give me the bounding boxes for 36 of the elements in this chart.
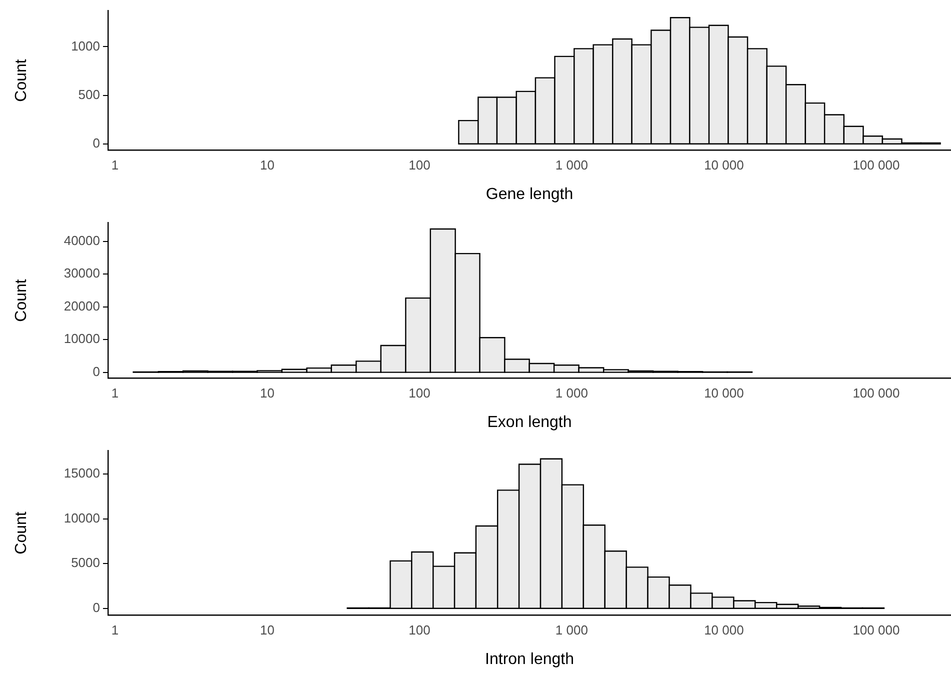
- y-tick-label: 10000: [64, 331, 100, 346]
- x-tick-label: 10: [260, 622, 274, 638]
- y-axis-title: Count: [13, 278, 30, 322]
- x-tick-label: 10 000: [704, 386, 744, 401]
- x-tick-label: 100: [408, 386, 430, 401]
- x-axis-title: Gene length: [486, 186, 574, 203]
- x-tick-label: 1: [111, 158, 119, 173]
- y-tick-label: 0: [92, 135, 100, 150]
- y-tick-label: 40000: [64, 233, 100, 248]
- x-tick-label: 100: [408, 622, 430, 638]
- y-tick-label: 0: [92, 364, 100, 379]
- x-tick-label: 1: [111, 622, 119, 638]
- y-axis-title: Count: [13, 511, 30, 554]
- x-tick-label: 100 000: [852, 622, 900, 638]
- x-tick-label: 10 000: [704, 622, 744, 638]
- x-tick-label: 10: [260, 386, 274, 401]
- x-tick-label: 10 000: [704, 158, 744, 173]
- x-tick-label: 1: [111, 386, 119, 401]
- x-axis-title: Intron length: [485, 650, 574, 668]
- y-tick-label: 20000: [64, 298, 100, 314]
- x-tick-label: 1 000: [555, 158, 588, 173]
- y-tick-label: 5000: [71, 555, 100, 570]
- x-tick-label: 10: [260, 158, 274, 173]
- x-tick-label: 1 000: [555, 386, 588, 401]
- y-tick-label: 10000: [64, 510, 100, 526]
- x-axis-title: Exon length: [487, 414, 572, 431]
- y-tick-label: 15000: [64, 466, 100, 481]
- x-tick-label: 1 000: [555, 622, 588, 638]
- y-axis-title: Count: [13, 58, 30, 102]
- y-tick-label: 1000: [71, 38, 100, 54]
- x-tick-label: 100 000: [852, 158, 900, 173]
- y-tick-label: 0: [92, 600, 100, 615]
- x-tick-label: 100 000: [852, 386, 900, 401]
- x-tick-label: 100: [408, 158, 430, 173]
- y-tick-label: 30000: [64, 266, 100, 281]
- y-tick-label: 500: [78, 86, 100, 102]
